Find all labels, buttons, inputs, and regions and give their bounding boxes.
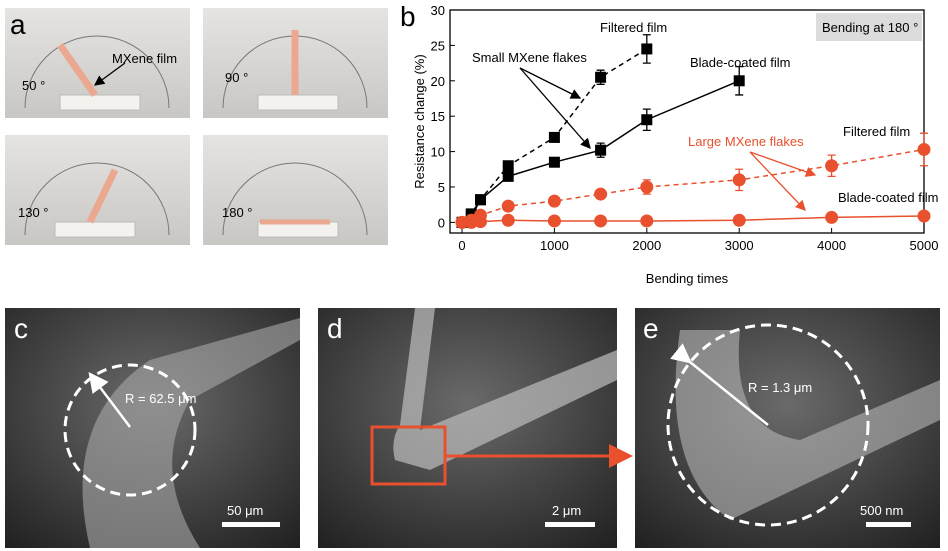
data-point [547,214,561,228]
data-point [640,214,654,228]
annotation: Bending at 180 ° [822,20,918,35]
data-point [502,160,514,172]
y-tick-label: 5 [438,180,445,195]
x-tick-label: 3000 [725,238,754,253]
plot-frame [449,9,925,234]
series-line [461,148,925,224]
angle-label: 50 ° [22,78,45,93]
radius-label: R = 62.5 μm [125,391,196,406]
scale-label: 500 nm [860,503,903,518]
data-point [548,131,560,143]
data-point [547,194,561,208]
annotation-box [816,13,922,41]
data-point [825,159,839,173]
data-point [594,187,608,201]
y-tick-label: 25 [431,38,445,53]
panel-label: c [14,313,28,344]
panel-label: e [643,313,659,344]
data-point [464,215,478,229]
annotation: Blade-coated film [690,55,790,70]
data-point [917,209,931,223]
annotation-arrow [519,67,591,149]
x-tick-label: 0 [458,238,465,253]
data-point [640,180,654,194]
data-point [473,215,487,229]
data-point [641,43,653,55]
panel-c: R = 62.5 μm 50 μm c [5,308,300,548]
angle-label: 90 ° [225,70,248,85]
annotation: Filtered film [843,124,910,139]
pointer-label: MXene film [112,51,177,66]
y-tick-label: 20 [431,74,445,89]
annotation-arrow [519,67,582,99]
panel-label: a [10,9,26,40]
x-tick-label: 5000 [910,238,939,253]
data-point [732,173,746,187]
data-point [641,114,653,126]
chart: 0 1000 2000 3000 4000 5000 0 5 10 15 20 25 30 Bending… [412,3,938,286]
data-point [474,194,486,206]
y-tick-label: 10 [431,145,445,160]
panel-d: 2 μm d [318,308,633,548]
data-point [595,144,607,156]
angle-label: 130 ° [18,205,49,220]
annotation: Blade-coated film [838,190,938,205]
x-tick-label: 4000 [817,238,846,253]
annotation: Small MXene flakes [472,50,587,65]
data-point [502,170,514,182]
annotation: Large MXene flakes [688,134,804,149]
panel-a: MXene film 50 ° 90 ° 130 ° 180 ° a [5,8,388,245]
y-tick-label: 30 [431,3,445,18]
x-tick-label: 2000 [632,238,661,253]
data-point [501,213,515,227]
annotation-arrow [749,151,806,211]
panel-label: d [327,313,343,344]
panel-e: R = 1.3 μm 500 nm e [635,308,940,548]
data-point [501,199,515,213]
annotation: Filtered film [600,20,667,35]
series-line [462,215,925,224]
panel-label: b [400,1,416,32]
scale-label: 50 μm [227,503,263,518]
data-point [595,71,607,83]
data-point [548,156,560,168]
x-axis-label: Bending times [646,271,729,286]
data-point [455,215,469,229]
scale-label: 2 μm [552,503,581,518]
data-point [733,75,745,87]
y-tick-label: 15 [431,109,445,124]
y-axis-label: Resistance change (%) [412,54,427,188]
y-tick-label: 0 [438,215,445,230]
radius-label: R = 1.3 μm [748,380,812,395]
data-point [732,213,746,227]
data-point [917,142,931,156]
data-point [594,214,608,228]
data-point [825,210,839,224]
x-tick-label: 1000 [540,238,569,253]
annotation-arrow [749,151,817,177]
angle-label: 180 ° [222,205,253,220]
